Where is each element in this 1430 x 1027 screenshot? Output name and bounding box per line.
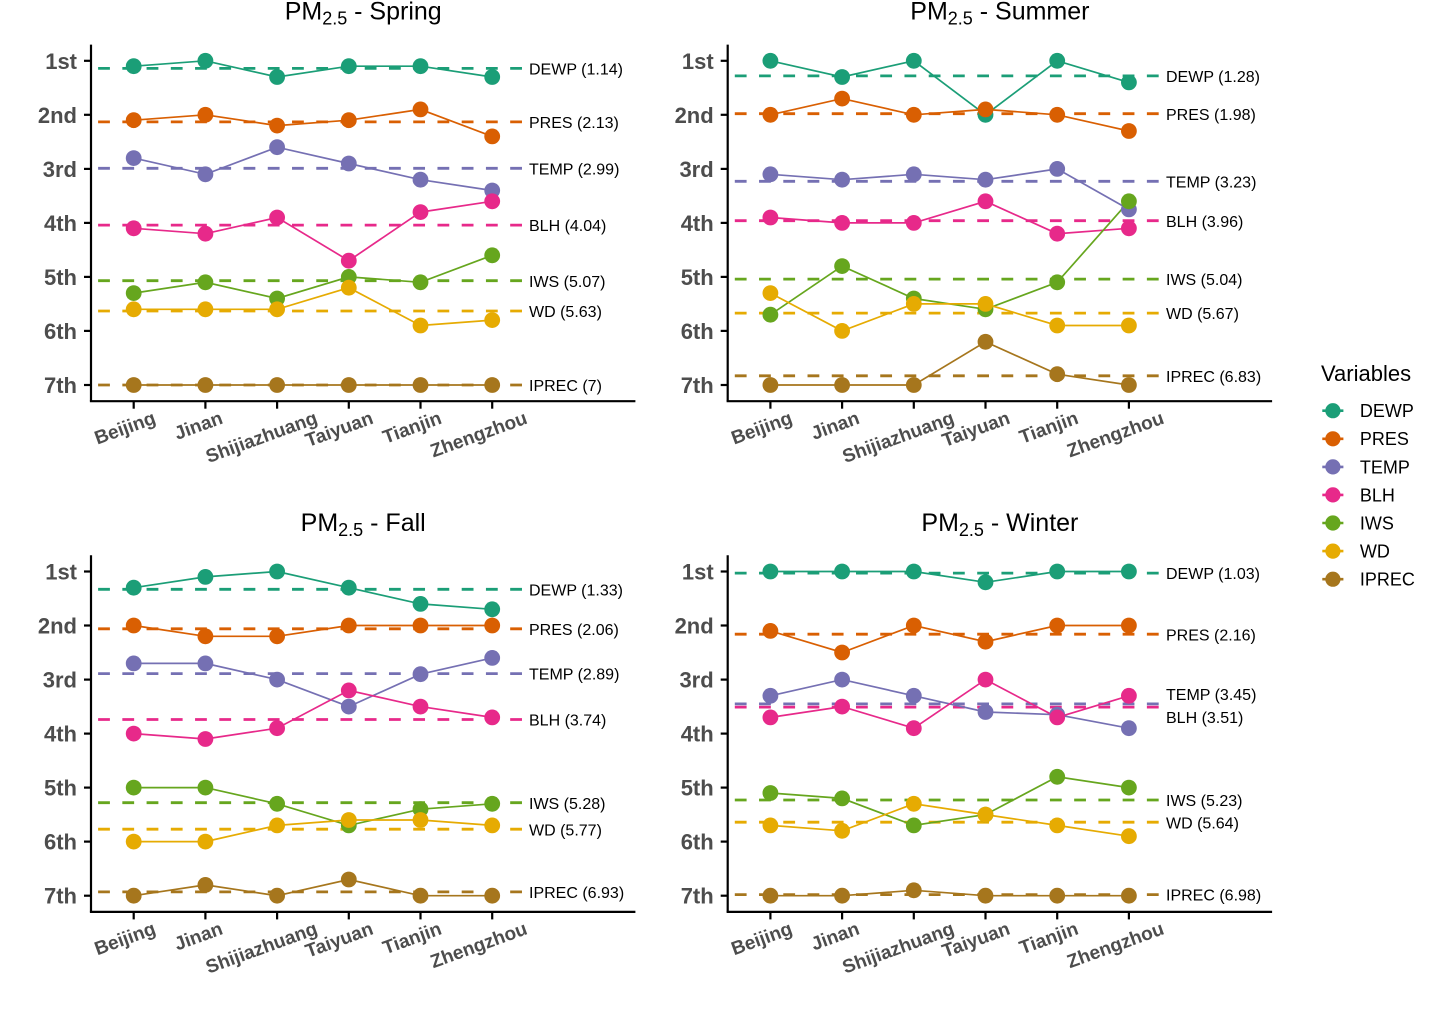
svg-text:7th: 7th bbox=[44, 884, 77, 909]
svg-text:1st: 1st bbox=[45, 560, 77, 585]
svg-text:7th: 7th bbox=[681, 884, 714, 909]
svg-text:DEWP (1.03): DEWP (1.03) bbox=[1166, 566, 1260, 583]
svg-text:3rd: 3rd bbox=[679, 668, 713, 693]
svg-text:DEWP (1.33): DEWP (1.33) bbox=[529, 582, 623, 599]
svg-text:4th: 4th bbox=[44, 722, 77, 747]
svg-text:TEMP: TEMP bbox=[1360, 457, 1410, 477]
svg-text:1st: 1st bbox=[682, 560, 714, 585]
svg-text:6th: 6th bbox=[44, 830, 77, 855]
svg-text:PM2.5 - Winter: PM2.5 - Winter bbox=[921, 509, 1078, 540]
svg-text:TEMP (3.45): TEMP (3.45) bbox=[1166, 687, 1256, 704]
svg-text:WD (5.63): WD (5.63) bbox=[529, 304, 602, 321]
svg-text:WD: WD bbox=[1360, 542, 1390, 562]
svg-text:PRES: PRES bbox=[1360, 429, 1409, 449]
svg-text:IWS (5.04): IWS (5.04) bbox=[1166, 272, 1242, 289]
svg-text:Variables: Variables bbox=[1321, 361, 1411, 386]
svg-text:6th: 6th bbox=[681, 319, 714, 344]
svg-text:BLH (3.51): BLH (3.51) bbox=[1166, 710, 1243, 727]
svg-text:WD (5.67): WD (5.67) bbox=[1166, 306, 1239, 323]
svg-text:DEWP: DEWP bbox=[1360, 401, 1414, 421]
svg-text:WD (5.77): WD (5.77) bbox=[529, 822, 602, 839]
svg-text:IWS: IWS bbox=[1360, 513, 1394, 533]
svg-text:BLH (3.74): BLH (3.74) bbox=[529, 713, 606, 730]
svg-text:5th: 5th bbox=[44, 265, 77, 290]
svg-text:PM2.5 - Spring: PM2.5 - Spring bbox=[285, 0, 442, 29]
svg-text:IWS (5.23): IWS (5.23) bbox=[1166, 793, 1242, 810]
svg-text:PRES (2.16): PRES (2.16) bbox=[1166, 627, 1256, 644]
svg-text:4th: 4th bbox=[44, 211, 77, 236]
svg-text:PM2.5 - Summer: PM2.5 - Summer bbox=[910, 0, 1089, 29]
svg-text:2nd: 2nd bbox=[675, 614, 714, 639]
svg-text:5th: 5th bbox=[44, 776, 77, 801]
svg-text:6th: 6th bbox=[681, 830, 714, 855]
svg-text:4th: 4th bbox=[681, 722, 714, 747]
svg-text:1st: 1st bbox=[45, 49, 77, 74]
svg-text:PRES (1.98): PRES (1.98) bbox=[1166, 107, 1256, 124]
svg-text:PM2.5 - Fall: PM2.5 - Fall bbox=[301, 509, 426, 540]
svg-text:IPREC (6.83): IPREC (6.83) bbox=[1166, 369, 1261, 386]
svg-text:2nd: 2nd bbox=[675, 103, 714, 128]
svg-text:IPREC (6.93): IPREC (6.93) bbox=[529, 885, 624, 902]
svg-text:5th: 5th bbox=[681, 265, 714, 290]
svg-text:3rd: 3rd bbox=[679, 157, 713, 182]
svg-text:2nd: 2nd bbox=[38, 103, 77, 128]
svg-text:3rd: 3rd bbox=[43, 157, 77, 182]
svg-text:5th: 5th bbox=[681, 776, 714, 801]
svg-text:DEWP (1.14): DEWP (1.14) bbox=[529, 62, 623, 79]
svg-text:DEWP (1.28): DEWP (1.28) bbox=[1166, 69, 1260, 86]
svg-text:TEMP (2.89): TEMP (2.89) bbox=[529, 667, 619, 684]
svg-text:7th: 7th bbox=[44, 373, 77, 398]
svg-text:BLH: BLH bbox=[1360, 485, 1395, 505]
svg-text:IPREC: IPREC bbox=[1360, 570, 1415, 590]
svg-text:IWS (5.28): IWS (5.28) bbox=[529, 796, 605, 813]
svg-text:IWS (5.07): IWS (5.07) bbox=[529, 274, 605, 291]
svg-text:TEMP (3.23): TEMP (3.23) bbox=[1166, 174, 1256, 191]
svg-text:6th: 6th bbox=[44, 319, 77, 344]
svg-text:BLH (3.96): BLH (3.96) bbox=[1166, 214, 1243, 231]
svg-text:7th: 7th bbox=[681, 373, 714, 398]
svg-text:2nd: 2nd bbox=[38, 614, 77, 639]
svg-text:4th: 4th bbox=[681, 211, 714, 236]
svg-text:TEMP (2.99): TEMP (2.99) bbox=[529, 161, 619, 178]
svg-text:PRES (2.06): PRES (2.06) bbox=[529, 622, 619, 639]
svg-text:IPREC (7): IPREC (7) bbox=[529, 378, 602, 395]
svg-text:1st: 1st bbox=[682, 49, 714, 74]
svg-text:3rd: 3rd bbox=[43, 668, 77, 693]
svg-text:IPREC (6.98): IPREC (6.98) bbox=[1166, 888, 1261, 905]
svg-text:BLH (4.04): BLH (4.04) bbox=[529, 218, 606, 235]
svg-text:WD (5.64): WD (5.64) bbox=[1166, 815, 1239, 832]
svg-text:PRES (2.13): PRES (2.13) bbox=[529, 115, 619, 132]
